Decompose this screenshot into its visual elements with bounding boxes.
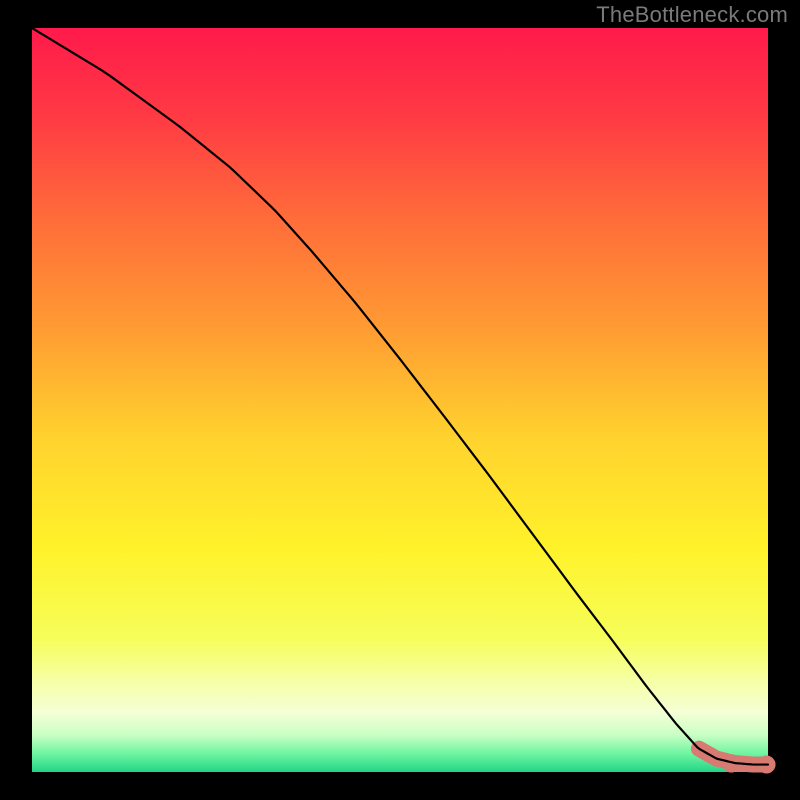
chart-stage: TheBottleneck.com <box>0 0 800 800</box>
chart-svg <box>0 0 800 800</box>
watermark-text: TheBottleneck.com <box>596 2 788 28</box>
plot-area <box>32 28 768 772</box>
dot-cluster-point <box>723 757 739 773</box>
